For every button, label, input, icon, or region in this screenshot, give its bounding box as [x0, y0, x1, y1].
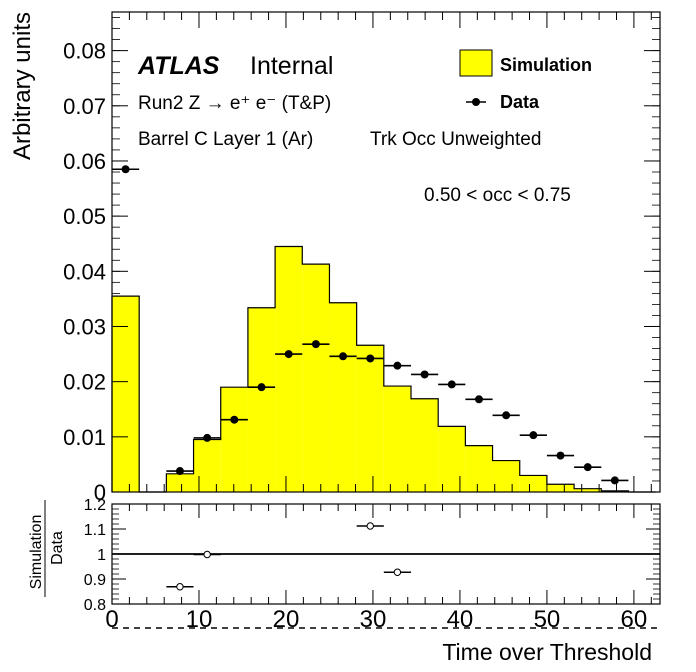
y-axis-label: Arbitrary units — [9, 12, 36, 160]
main-y-tick-label: 0 — [94, 480, 106, 505]
annotation-process: Run2 Z → e⁺ e⁻ (T&P) — [138, 93, 331, 114]
simulation-bin — [465, 445, 493, 492]
data-point — [121, 165, 130, 174]
data-point — [203, 433, 212, 442]
data-point — [447, 380, 456, 389]
x-axis-label: Time over Threshold — [442, 639, 652, 665]
simulation-bin — [166, 473, 194, 492]
annotation-region: Barrel C Layer 1 (Ar) — [138, 129, 313, 150]
simulation-bin — [112, 296, 140, 492]
simulation-outline — [111, 245, 656, 493]
data-point — [474, 395, 483, 404]
legend-simulation-swatch — [459, 49, 493, 77]
simulation-bin — [302, 264, 330, 492]
x-tick-label: 40 — [447, 606, 474, 633]
annotation-occupancy: 0.50 < occ < 0.75 — [424, 185, 571, 206]
x-tick-label: 50 — [534, 606, 561, 633]
data-point — [366, 354, 375, 363]
data-point — [583, 463, 592, 472]
ratio-y-axis: 0.8 0.9 1 1.1 1.2 — [84, 497, 660, 614]
legend-data-marker — [472, 98, 480, 106]
main-plot-frame — [111, 11, 661, 493]
simulation-bin — [247, 307, 276, 492]
ratio-y-tick-label: 0.9 — [84, 572, 106, 589]
x-tick-label: 30 — [360, 606, 387, 633]
ratio-point — [366, 522, 374, 530]
legend-simulation-label: Simulation — [500, 55, 592, 75]
simulation-bin — [492, 460, 520, 492]
x-tick-label: 0 — [105, 606, 118, 633]
ratio-y-label-numerator: Simulation — [28, 515, 45, 590]
ratio-points — [166, 522, 411, 591]
ratio-point — [176, 583, 184, 591]
simulation-bin — [193, 439, 221, 492]
ratio-y-tick-label: 1 — [97, 547, 106, 564]
x-tick-label: 60 — [621, 606, 648, 633]
data-point — [175, 467, 184, 476]
simulation-bin — [356, 345, 384, 492]
x-tick-label: 20 — [273, 606, 300, 633]
main-y-tick-label: 0.02 — [63, 370, 106, 395]
main-x-axis-ticks — [111, 12, 652, 492]
data-point — [529, 431, 538, 440]
main-y-tick-label: 0.03 — [63, 314, 106, 339]
data-point — [284, 350, 293, 359]
ratio-y-label-denominator: Data — [49, 531, 66, 565]
status-label: Internal — [250, 52, 333, 80]
data-point — [257, 383, 266, 392]
simulation-bin — [519, 475, 547, 492]
main-y-tick-label: 0.06 — [63, 149, 106, 174]
simulation-bin — [329, 302, 357, 492]
simulation-bin — [411, 398, 439, 492]
data-points — [111, 165, 629, 485]
legend: Simulation Data — [459, 49, 592, 112]
data-point — [393, 361, 402, 370]
main-panel: 0 0.01 0.02 0.03 0.04 0.05 0.06 0.07 0.08 Arbitr… — [9, 11, 661, 505]
simulation-histogram — [111, 245, 656, 493]
x-tick-label: 10 — [186, 606, 213, 633]
simulation-bin — [383, 386, 412, 492]
data-point — [610, 476, 619, 485]
main-y-tick-label: 0.07 — [63, 94, 106, 119]
data-point — [420, 370, 429, 379]
main-y-tick-label: 0.01 — [63, 425, 106, 450]
simulation-bin — [574, 488, 602, 492]
data-point — [339, 352, 348, 361]
simulation-bin — [546, 484, 575, 492]
simulation-bin — [275, 246, 303, 492]
ratio-y-tick-label: 0.8 — [84, 597, 106, 614]
main-y-tick-label: 0.08 — [63, 39, 106, 64]
data-point — [230, 415, 239, 424]
ratio-y-tick-label: 1.2 — [84, 497, 106, 514]
data-point — [311, 340, 320, 349]
ratio-point — [203, 550, 211, 559]
simulation-bin — [438, 426, 466, 492]
data-point — [556, 451, 565, 460]
ratio-panel: 0.8 0.9 1 1.1 1.2 0 10 20 30 40 50 60 Simulation D… — [28, 497, 661, 665]
legend-data-label: Data — [500, 92, 540, 112]
ratio-point — [393, 568, 402, 576]
main-y-axis: 0 0.01 0.02 0.03 0.04 0.05 0.06 0.07 0.08 — [63, 39, 660, 505]
annotation-weighting: Trk Occ Unweighted — [370, 129, 541, 150]
data-point — [502, 411, 511, 420]
simulation-bin — [220, 387, 248, 492]
ratio-y-tick-label: 1.1 — [84, 522, 106, 539]
main-y-tick-label: 0.04 — [63, 259, 106, 284]
main-y-tick-label: 0.05 — [63, 204, 106, 229]
experiment-label: ATLAS — [137, 52, 220, 80]
